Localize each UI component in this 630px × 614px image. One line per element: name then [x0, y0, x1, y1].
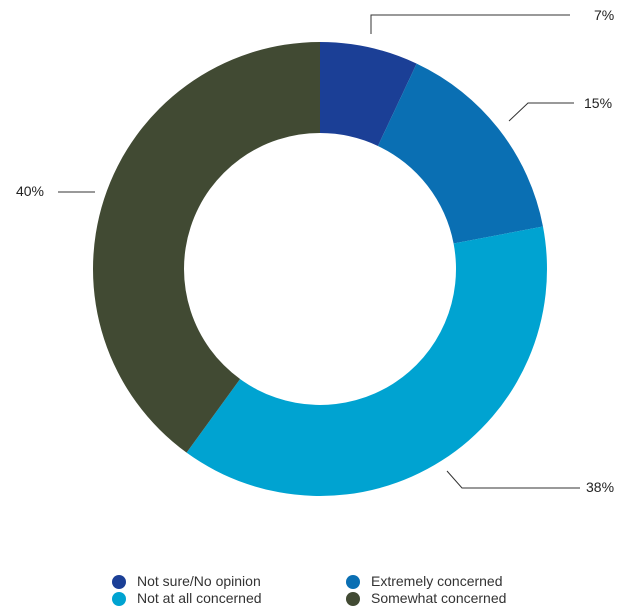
slice-not-sure-no-opinion	[320, 42, 417, 146]
legend-item-not-at-all-concerned: Not at all concerned	[112, 590, 346, 607]
leader-line-2	[446, 470, 580, 489]
legend-label-not-sure: Not sure/No opinion	[137, 573, 261, 589]
legend-label-not-at-all-concerned: Not at all concerned	[137, 590, 262, 606]
leader-lines	[58, 14, 580, 489]
legend-label-somewhat-concerned: Somewhat concerned	[371, 590, 507, 606]
leader-line-0	[370, 14, 570, 34]
legend-item-not-sure: Not sure/No opinion	[112, 573, 346, 590]
legend: Not sure/No opinion Extremely concerned …	[112, 573, 572, 607]
slice-extremely-concerned	[377, 63, 543, 244]
data-label-0: 7%	[594, 7, 614, 23]
data-label-2: 38%	[586, 479, 614, 495]
legend-swatch-extremely-concerned	[346, 574, 360, 589]
data-labels: 7% 15% 38% 40%	[16, 7, 614, 495]
legend-swatch-not-at-all-concerned	[112, 591, 126, 606]
slice-not-at-all-concerned	[186, 226, 547, 496]
legend-item-extremely-concerned: Extremely concerned	[346, 573, 566, 590]
slice-somewhat-concerned	[93, 42, 321, 453]
data-label-1: 15%	[584, 95, 612, 111]
leader-line-1	[508, 102, 574, 122]
legend-label-extremely-concerned: Extremely concerned	[371, 573, 503, 589]
legend-swatch-somewhat-concerned	[346, 591, 360, 606]
legend-item-somewhat-concerned: Somewhat concerned	[346, 590, 566, 607]
donut-slices	[93, 42, 547, 496]
data-label-3: 40%	[16, 183, 44, 199]
legend-swatch-not-sure	[112, 574, 126, 589]
